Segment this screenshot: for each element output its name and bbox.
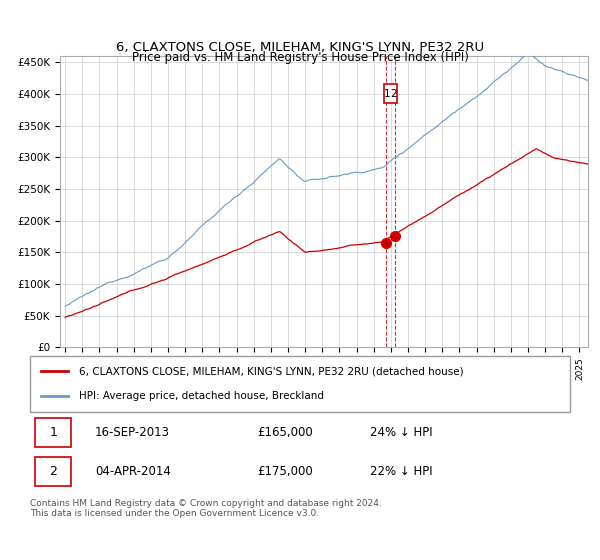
Text: 6, CLAXTONS CLOSE, MILEHAM, KING'S LYNN, PE32 2RU (detached house): 6, CLAXTONS CLOSE, MILEHAM, KING'S LYNN,… (79, 366, 463, 376)
Bar (35, 457, 71, 486)
Text: 1: 1 (49, 426, 57, 439)
Text: 22% ↓ HPI: 22% ↓ HPI (370, 465, 433, 478)
Text: 6, CLAXTONS CLOSE, MILEHAM, KING'S LYNN, PE32 2RU: 6, CLAXTONS CLOSE, MILEHAM, KING'S LYNN,… (116, 41, 484, 54)
Bar (35, 418, 71, 447)
Text: 16-SEP-2013: 16-SEP-2013 (95, 426, 170, 439)
Text: £175,000: £175,000 (257, 465, 313, 478)
Text: 2: 2 (49, 465, 57, 478)
Text: 24% ↓ HPI: 24% ↓ HPI (370, 426, 433, 439)
Text: Price paid vs. HM Land Registry's House Price Index (HPI): Price paid vs. HM Land Registry's House … (131, 51, 469, 64)
Bar (385, 85, 397, 104)
Text: Contains HM Land Registry data © Crown copyright and database right 2024.
This d: Contains HM Land Registry data © Crown c… (30, 498, 382, 518)
Text: 1: 1 (384, 89, 391, 99)
Text: £165,000: £165,000 (257, 426, 313, 439)
Text: HPI: Average price, detached house, Breckland: HPI: Average price, detached house, Brec… (79, 391, 323, 401)
Text: 04-APR-2014: 04-APR-2014 (95, 465, 170, 478)
Text: 2: 2 (390, 89, 397, 99)
